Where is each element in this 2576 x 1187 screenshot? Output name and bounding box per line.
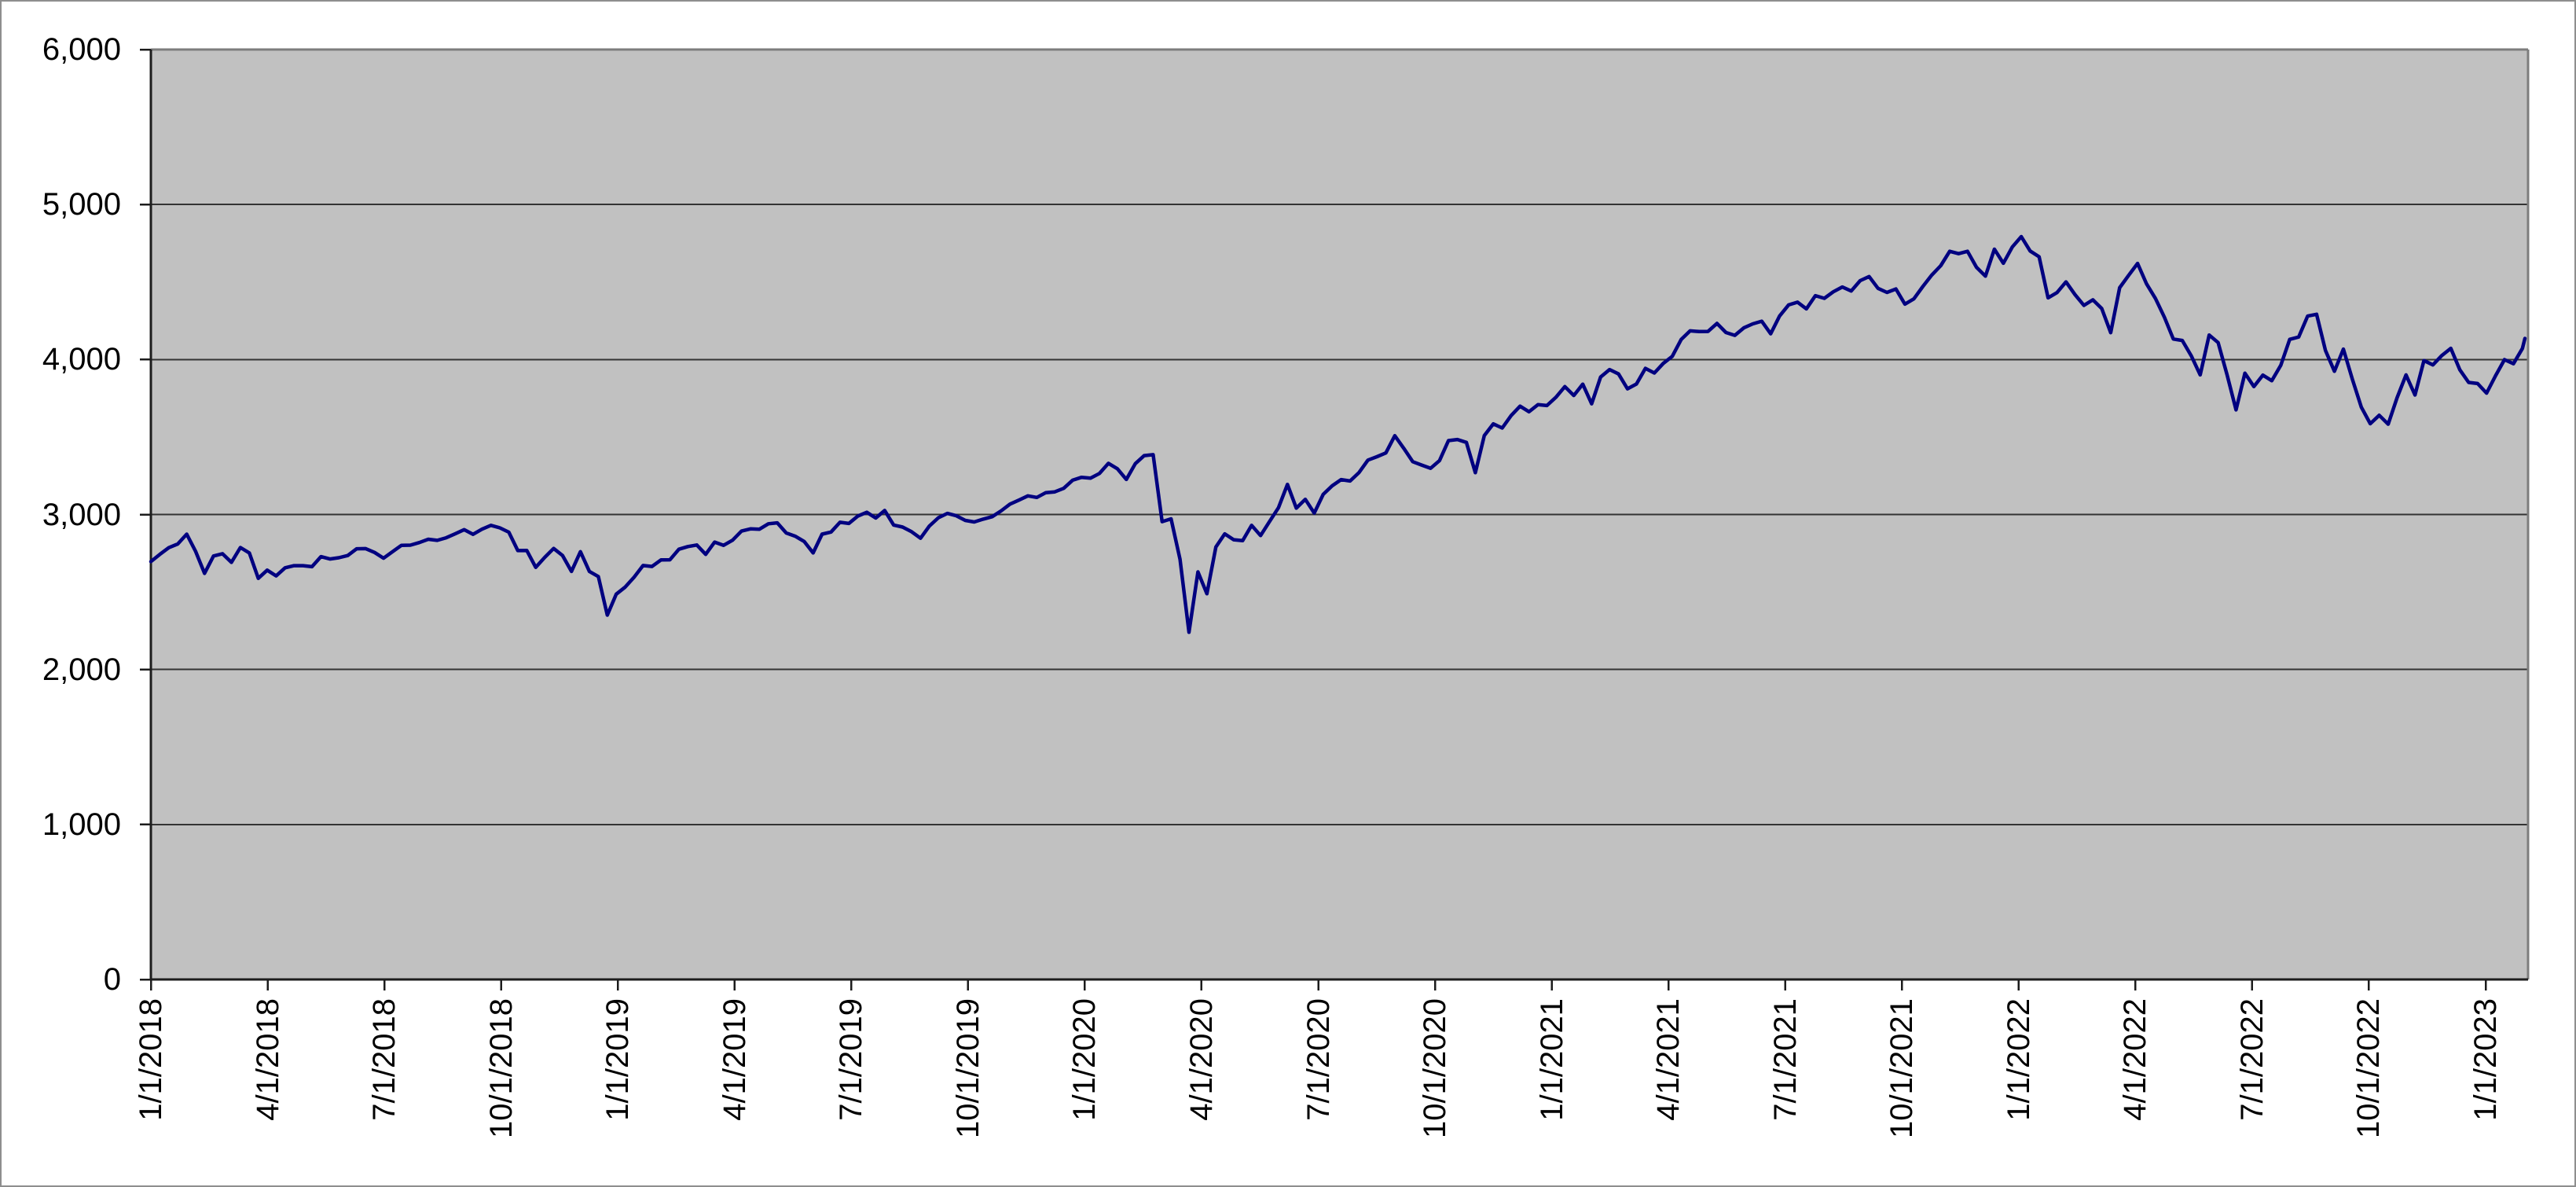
y-axis-label: 3,000 xyxy=(42,497,121,532)
y-axis-label: 6,000 xyxy=(42,32,121,67)
x-axis-label: 10/1/2022 xyxy=(2351,998,2387,1138)
x-axis-label: 4/1/2019 xyxy=(717,998,752,1121)
x-axis-label: 10/1/2021 xyxy=(1884,998,1920,1138)
x-axis-label: 1/1/2019 xyxy=(600,998,636,1121)
y-axis-label: 2,000 xyxy=(42,652,121,687)
x-axis-label: 7/1/2018 xyxy=(367,998,402,1121)
y-axis-label: 1,000 xyxy=(42,807,121,842)
x-axis-label: 1/1/2021 xyxy=(1534,998,1569,1121)
x-axis-label: 10/1/2019 xyxy=(950,998,985,1138)
x-axis-label: 7/1/2020 xyxy=(1301,998,1336,1121)
x-axis-label: 1/1/2018 xyxy=(134,998,168,1121)
sp500-price-line xyxy=(149,234,2527,634)
y-axis-label: 4,000 xyxy=(42,342,121,377)
x-axis-label: 10/1/2018 xyxy=(483,998,519,1138)
x-axis-label: 4/1/2021 xyxy=(1651,998,1686,1121)
x-axis-label: 7/1/2021 xyxy=(1767,998,1803,1121)
x-axis-label: 1/1/2020 xyxy=(1067,998,1103,1121)
x-axis-label: 4/1/2022 xyxy=(2118,998,2153,1121)
x-axis-label: 4/1/2020 xyxy=(1183,998,1219,1121)
y-axis-label: 5,000 xyxy=(42,187,121,222)
x-axis-label: 7/1/2019 xyxy=(834,998,869,1121)
x-axis-label: 4/1/2018 xyxy=(250,998,285,1121)
y-axis-label: 0 xyxy=(103,962,121,997)
x-axis-label: 7/1/2022 xyxy=(2234,998,2270,1121)
x-axis-label: 10/1/2020 xyxy=(1418,998,1453,1138)
x-axis-label: 1/1/2023 xyxy=(2468,998,2503,1121)
x-axis-label: 1/1/2022 xyxy=(2001,998,2036,1121)
